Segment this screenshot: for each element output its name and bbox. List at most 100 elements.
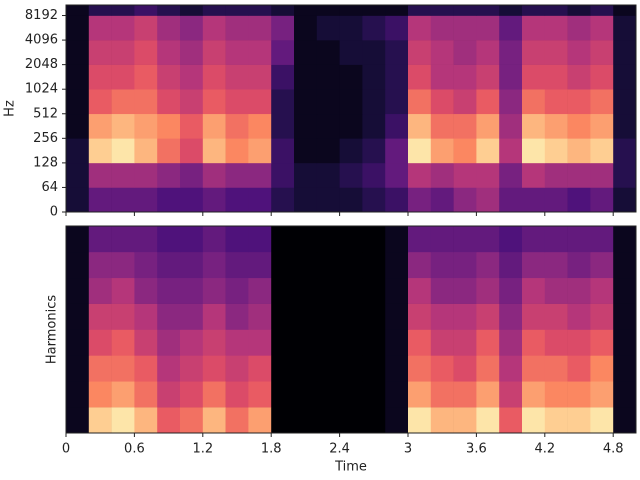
heatmap-cell: [316, 64, 340, 90]
heatmap-cell: [476, 89, 500, 115]
heatmap-cell: [385, 40, 409, 65]
heatmap-cell: [385, 89, 409, 115]
heatmap-cell: [499, 64, 523, 90]
heatmap-cell: [499, 381, 523, 408]
heatmap-cell: [111, 15, 135, 41]
heatmap-cell: [544, 381, 568, 408]
heatmap-cell: [362, 15, 386, 41]
heatmap-cell: [567, 251, 591, 279]
heatmap-cell: [225, 187, 249, 213]
heatmap-cell: [613, 277, 637, 304]
heatmap-cell: [88, 329, 112, 356]
heatmap-cell: [613, 5, 637, 16]
heatmap-cell: [134, 251, 158, 279]
heatmap-cell: [294, 5, 318, 16]
heatmap-cell: [66, 40, 90, 65]
heatmap-cell: [134, 40, 158, 65]
heatmap-cell: [180, 89, 204, 115]
heatmap-cell: [316, 303, 340, 330]
heatmap-cell: [316, 355, 340, 382]
heatmap-cell: [362, 40, 386, 65]
heatmap-cell: [157, 15, 181, 41]
heatmap-cell: [613, 187, 637, 213]
heatmap-cell: [408, 40, 432, 65]
x-tick-label: 4.8: [603, 442, 624, 457]
heatmap-cell: [157, 162, 181, 188]
heatmap-cell: [453, 277, 477, 304]
x-tick-label: 1.8: [261, 442, 282, 457]
heatmap-cell: [544, 187, 568, 213]
heatmap-cell: [590, 138, 614, 164]
heatmap-cell: [476, 251, 500, 279]
heatmap-cell: [294, 15, 318, 41]
heatmap-cell: [271, 15, 295, 41]
heatmap-cell: [362, 113, 386, 139]
heatmap-cell: [225, 303, 249, 330]
heatmap-cell: [499, 355, 523, 382]
heatmap-cell: [567, 303, 591, 330]
heatmap-cell: [271, 187, 295, 213]
heatmap-cell: [157, 89, 181, 115]
heatmap-cell: [476, 329, 500, 356]
heatmap-cell: [111, 303, 135, 330]
y-tick-label: 512: [33, 106, 58, 121]
heatmap-cell: [248, 89, 272, 115]
heatmap-cell: [476, 113, 500, 139]
heatmap-cell: [430, 64, 454, 90]
heatmap-cell: [430, 138, 454, 164]
heatmap-cell: [476, 355, 500, 382]
heatmap-cell: [66, 329, 90, 356]
heatmap-cell: [316, 15, 340, 41]
heatmap-cell: [362, 138, 386, 164]
heatmap-cell: [111, 113, 135, 139]
heatmap-cell: [134, 407, 158, 434]
heatmap-cell: [294, 329, 318, 356]
heatmap-cell: [316, 40, 340, 65]
heatmap-cell: [453, 113, 477, 139]
heatmap-cell: [271, 355, 295, 382]
heatmap-cell: [430, 5, 454, 16]
heatmap-cell: [476, 187, 500, 213]
heatmap-cell: [134, 138, 158, 164]
heatmap-cell: [88, 15, 112, 41]
heatmap-cell: [476, 226, 500, 253]
heatmap-cell: [430, 187, 454, 213]
heatmap-cell: [88, 407, 112, 434]
heatmap-cell: [339, 187, 363, 213]
heatmap-cell: [271, 407, 295, 434]
heatmap-cell: [180, 355, 204, 382]
heatmap-cell: [134, 64, 158, 90]
heatmap-cell: [408, 64, 432, 90]
heatmap-cell: [271, 5, 295, 16]
heatmap-cell: [294, 355, 318, 382]
heatmap-cell: [111, 64, 135, 90]
heatmap-cell: [180, 303, 204, 330]
heatmap-cell: [294, 187, 318, 213]
heatmap-cell: [385, 407, 409, 434]
heatmap-cell: [271, 329, 295, 356]
heatmap-cell: [294, 162, 318, 188]
heatmap-cell: [88, 5, 112, 16]
heatmap-cell: [385, 251, 409, 279]
heatmap-cell: [499, 277, 523, 304]
heatmap-cell: [590, 64, 614, 90]
heatmap-cell: [590, 40, 614, 65]
heatmap-cell: [476, 5, 500, 16]
heatmap-cell: [248, 303, 272, 330]
heatmap-cell: [316, 187, 340, 213]
heatmap-cell: [522, 15, 546, 41]
heatmap-cell: [362, 303, 386, 330]
y-axis-label: Harmonics: [45, 295, 60, 364]
heatmap-cell: [202, 329, 226, 356]
heatmap-cell: [202, 407, 226, 434]
heatmap-cell: [567, 355, 591, 382]
heatmap-cell: [453, 89, 477, 115]
heatmap-cell: [362, 162, 386, 188]
heatmap-cell: [111, 355, 135, 382]
heatmap-cell: [157, 329, 181, 356]
x-tick-label: 3.6: [466, 442, 487, 457]
heatmap-cell: [88, 89, 112, 115]
heatmap-cell: [339, 15, 363, 41]
heatmap-cell: [499, 303, 523, 330]
heatmap-cell: [499, 40, 523, 65]
